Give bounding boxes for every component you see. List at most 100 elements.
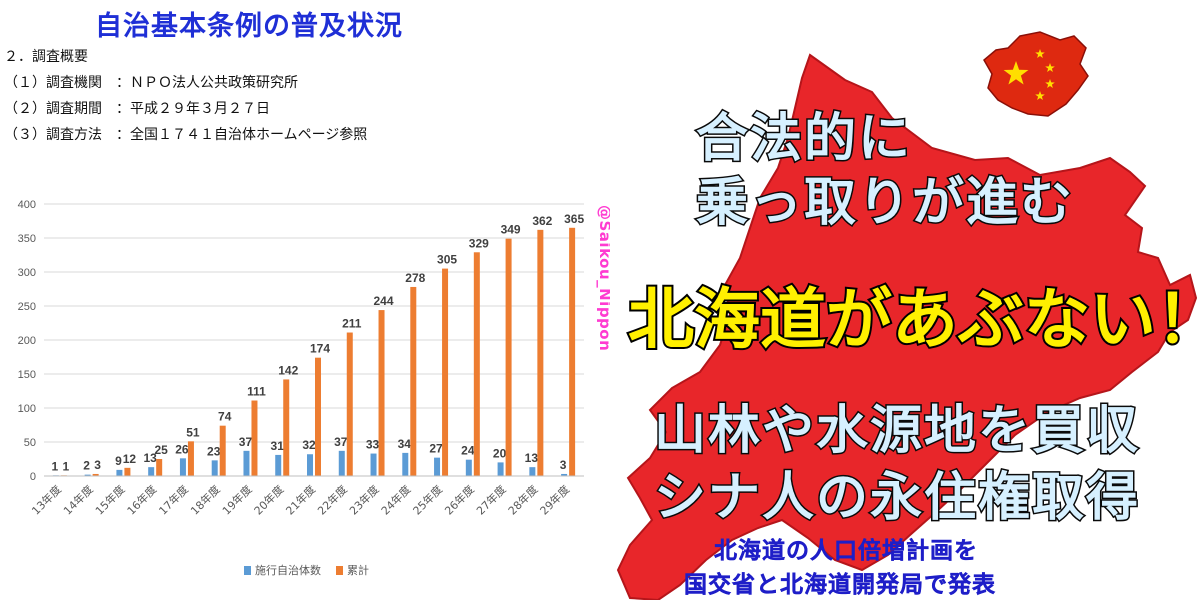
bar-series-1 bbox=[370, 453, 377, 476]
star-icon bbox=[1045, 63, 1055, 72]
data-label: 142 bbox=[278, 363, 298, 377]
bar-series-2 bbox=[346, 332, 353, 476]
data-label: 23 bbox=[207, 444, 221, 458]
x-tick-label: 18年度 bbox=[187, 482, 222, 517]
bar-series-2 bbox=[473, 252, 480, 476]
data-label: 33 bbox=[366, 438, 380, 452]
x-tick-label: 26年度 bbox=[442, 482, 477, 517]
x-tick-label: 27年度 bbox=[473, 482, 508, 517]
data-label: 51 bbox=[186, 425, 200, 439]
data-label: 329 bbox=[469, 236, 489, 250]
poster-panel: 合法的に 乗っ取りが進む 北海道があぶない！ 山林や水源地を買収 シナ人の永住権… bbox=[610, 0, 1200, 600]
data-label: 12 bbox=[123, 452, 137, 466]
bar-series-1 bbox=[561, 473, 568, 476]
y-tick-label: 300 bbox=[18, 267, 36, 279]
x-tick-label: 24年度 bbox=[378, 482, 413, 517]
bar-series-2 bbox=[187, 441, 194, 476]
data-label: 211 bbox=[342, 317, 362, 331]
legend-swatch bbox=[244, 566, 251, 575]
outline-period: （２）調査期間 ：平成２９年３月２７日 bbox=[4, 101, 270, 117]
data-label: 20 bbox=[493, 446, 507, 460]
bar-series-1 bbox=[148, 467, 155, 476]
bar-series-1 bbox=[243, 450, 250, 476]
bar-series-1 bbox=[211, 460, 218, 476]
bar-series-1 bbox=[116, 469, 123, 476]
star-icon bbox=[1035, 49, 1045, 58]
bar-series-2 bbox=[442, 268, 449, 476]
x-tick-label: 17年度 bbox=[156, 482, 191, 517]
star-icon bbox=[1035, 91, 1045, 100]
chart-panel: 自治基本条例の普及状況 ２．調査概要 （１）調査機関 ：ＮＰＯ法人公共政策研究所… bbox=[0, 11, 614, 600]
data-label: 305 bbox=[437, 253, 457, 267]
bar-series-1 bbox=[402, 452, 409, 476]
data-label: 9 bbox=[115, 454, 122, 468]
bar-series-2 bbox=[410, 286, 417, 476]
x-tick-label: 15年度 bbox=[92, 482, 127, 517]
bar-series-1 bbox=[275, 454, 282, 476]
bar-series-2 bbox=[537, 229, 544, 476]
headline-line-4: シナ人の永住権取得 bbox=[652, 467, 1141, 530]
bar-series-1 bbox=[179, 458, 186, 476]
data-label: 3 bbox=[94, 458, 101, 472]
bar-series-2 bbox=[505, 238, 512, 476]
y-tick-label: 400 bbox=[18, 199, 36, 211]
data-label: 26 bbox=[175, 442, 189, 456]
x-tick-label: 28年度 bbox=[505, 482, 540, 517]
bar-series-2 bbox=[219, 425, 226, 476]
x-tick-label: 13年度 bbox=[29, 482, 64, 517]
data-label: 362 bbox=[532, 214, 552, 228]
page-title: 自治基本条例の普及状況 bbox=[95, 11, 403, 42]
x-tick-label: 14年度 bbox=[60, 482, 95, 517]
bar-series-2 bbox=[315, 357, 321, 476]
y-tick-label: 0 bbox=[30, 471, 36, 483]
bar-series-2 bbox=[156, 459, 163, 476]
data-label: 74 bbox=[218, 410, 232, 424]
china-flag-map-icon bbox=[983, 31, 1089, 117]
x-tick-label: 29年度 bbox=[537, 482, 572, 517]
data-label: 349 bbox=[501, 223, 521, 237]
data-label: 1 bbox=[52, 459, 59, 473]
data-label: 1 bbox=[63, 459, 70, 473]
data-label: 32 bbox=[302, 438, 316, 452]
outline-heading: ２．調査概要 bbox=[4, 49, 88, 65]
bar-series-1 bbox=[338, 450, 345, 476]
outline-organization: （１）調査機関 ：ＮＰＯ法人公共政策研究所 bbox=[4, 75, 298, 91]
data-label: 2 bbox=[83, 459, 90, 473]
y-tick-label: 100 bbox=[18, 403, 36, 415]
data-label: 174 bbox=[310, 342, 330, 356]
headline-line-2: 乗っ取りが進む bbox=[694, 172, 1075, 235]
watermark-handle: @Saikou_Nippon bbox=[596, 205, 614, 352]
data-label: 3 bbox=[560, 458, 567, 472]
data-label: 13 bbox=[143, 451, 157, 465]
x-tick-label: 16年度 bbox=[124, 482, 159, 517]
data-label: 278 bbox=[405, 271, 425, 285]
x-tick-label: 22年度 bbox=[315, 482, 350, 517]
caption-line-1: 北海道の人口倍増計画を bbox=[714, 538, 978, 564]
outline-method: （３）調査方法 ：全国１７４１自治体ホームページ参照 bbox=[4, 127, 368, 143]
x-tick-label: 19年度 bbox=[219, 482, 254, 517]
x-tick-label: 25年度 bbox=[410, 482, 445, 517]
survey-outline: ２．調査概要 （１）調査機関 ：ＮＰＯ法人公共政策研究所 （２）調査期間 ：平成… bbox=[4, 44, 367, 148]
bar-series-2 bbox=[283, 379, 290, 476]
hokkaido-map-icon bbox=[616, 53, 1198, 600]
headline-line-1: 合法的に bbox=[694, 108, 913, 171]
data-label: 24 bbox=[461, 444, 475, 458]
bar-series-2 bbox=[92, 473, 99, 476]
bar-series-1 bbox=[465, 459, 472, 476]
data-label: 365 bbox=[564, 212, 584, 226]
y-tick-label: 200 bbox=[18, 335, 36, 347]
x-tick-label: 23年度 bbox=[346, 482, 381, 517]
data-label: 27 bbox=[429, 442, 443, 456]
caption-line-2: 国交省と北海道開発局で発表 bbox=[684, 572, 996, 598]
chart-area: 0 50 100 150 200 250 300 350 400 1 1 13年度 2 3 14年度 9 12 1… bbox=[0, 180, 598, 600]
bar-series-2 bbox=[569, 227, 576, 476]
bar-series-1 bbox=[84, 474, 91, 476]
data-label: 34 bbox=[398, 437, 412, 451]
data-label: 37 bbox=[334, 435, 348, 449]
legend-swatch bbox=[336, 566, 343, 575]
bar-series-1 bbox=[434, 457, 441, 476]
data-label: 111 bbox=[247, 385, 266, 399]
y-tick-label: 150 bbox=[18, 369, 36, 381]
headline-line-3: 山林や水源地を買収 bbox=[652, 400, 1141, 463]
star-icon bbox=[1003, 61, 1029, 85]
